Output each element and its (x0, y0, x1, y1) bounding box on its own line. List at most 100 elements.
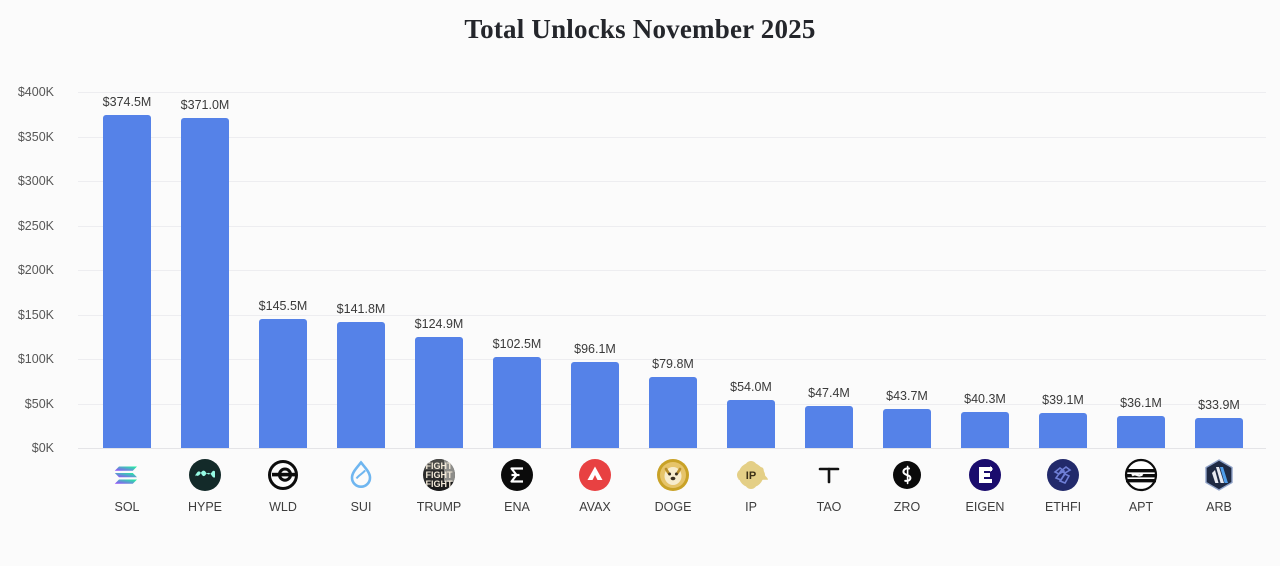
sui-icon (344, 458, 378, 492)
axis-category-label: AVAX (579, 500, 611, 514)
y-axis-tick-label: $400K (17, 85, 54, 99)
bar-value-label: $43.7M (886, 389, 928, 404)
bar-group[interactable]: $43.7M (878, 92, 936, 448)
bar-value-label: $145.5M (258, 298, 308, 313)
bar-group[interactable]: $33.9M (1190, 92, 1248, 448)
axis-category-trump[interactable]: FIGHT FIGHT FIGHT TRUMP (410, 450, 468, 514)
bar-group[interactable]: $96.1M (566, 92, 624, 448)
axis-category-ena[interactable]: ENA (488, 450, 546, 514)
axis-category-label: DOGE (654, 500, 692, 514)
svg-text:FIGHT: FIGHT (426, 479, 453, 489)
axis-category-sol[interactable]: SOL (98, 450, 156, 514)
y-axis-tick-label: $100K (17, 352, 54, 366)
bar[interactable] (1039, 413, 1087, 448)
y-axis-tick-label: $150K (17, 307, 54, 322)
bar-group[interactable]: $102.5M (488, 92, 546, 448)
axis-category-label: SOL (114, 500, 140, 514)
axis-category-zro[interactable]: ZRO (878, 450, 936, 514)
bar-value-label: $371.0M (180, 97, 230, 112)
solana-icon (110, 458, 144, 492)
bar[interactable] (883, 409, 931, 448)
bar-group[interactable]: $39.1M (1034, 92, 1092, 448)
trump-icon: FIGHT FIGHT FIGHT (422, 458, 456, 492)
arbitrum-icon (1202, 458, 1236, 492)
bar-group[interactable]: $47.4M (800, 92, 858, 448)
layerzero-icon (890, 458, 924, 492)
axis-category-sui[interactable]: SUI (332, 450, 390, 514)
gridline (78, 314, 1266, 316)
bar[interactable] (1117, 415, 1165, 448)
bar-value-label: $36.1M (1120, 395, 1162, 410)
bar[interactable] (727, 399, 775, 448)
bar-group[interactable]: $124.9M (410, 92, 468, 448)
bar-value-label: $33.9M (1198, 397, 1240, 412)
axis-category-tao[interactable]: TAO (800, 450, 858, 514)
bar[interactable] (1195, 417, 1243, 448)
axis-category-doge[interactable]: DOGE (644, 450, 702, 514)
axis-category-wld[interactable]: WLD (254, 450, 312, 514)
axis-category-label: TRUMP (416, 500, 462, 514)
svg-text:FIGHT: FIGHT (426, 470, 453, 480)
bar-group[interactable]: $145.5M (254, 92, 312, 448)
bar-value-label: $96.1M (574, 342, 616, 357)
axis-category-ethfi[interactable]: ETHFI (1034, 450, 1092, 514)
plot-area: $0K $50K $100K $150K $200K $250K $300K $350K $40… (18, 85, 1266, 455)
axis-category-avax[interactable]: AVAX (566, 450, 624, 514)
eigenlayer-icon (968, 458, 1002, 492)
aptos-icon (1124, 458, 1158, 492)
bar-group[interactable]: $141.8M (332, 92, 390, 448)
axis-category-label: TAO (816, 500, 842, 514)
axis-category-arb[interactable]: ARB (1190, 450, 1248, 514)
ethena-icon (500, 458, 534, 492)
bar[interactable] (571, 362, 619, 448)
bar-value-label: $79.8M (652, 356, 694, 371)
bar-group[interactable]: $40.3M (956, 92, 1014, 448)
y-axis-tick-label: $350K (17, 129, 54, 144)
svg-text:IP: IP (746, 470, 756, 482)
bar-group[interactable]: $371.0M (176, 92, 234, 448)
y-axis-tick-label: $300K (17, 174, 54, 188)
bar[interactable] (181, 117, 229, 448)
y-axis-tick-label: $250K (17, 218, 54, 233)
axis-category-label: IP (745, 500, 757, 514)
bar[interactable] (649, 376, 697, 448)
bar-value-label: $141.8M (336, 301, 386, 316)
axis-category-label: SUI (350, 500, 372, 514)
bar-value-label: $124.9M (414, 316, 464, 331)
gridline (78, 448, 1266, 449)
gridline (78, 181, 1266, 182)
axis-category-label: WLD (269, 500, 297, 514)
axis-category-label: ARB (1206, 500, 1232, 514)
bar[interactable] (337, 321, 385, 448)
bar[interactable] (415, 336, 463, 448)
axis-category-label: HYPE (187, 500, 223, 514)
axis-category-label: EIGEN (965, 500, 1005, 514)
bar-group[interactable]: $79.8M (644, 92, 702, 448)
gridline (78, 225, 1266, 227)
bar-group[interactable]: $54.0M (722, 92, 780, 448)
story-ip-icon: IP (734, 458, 768, 492)
bar[interactable] (103, 114, 151, 448)
bar[interactable] (493, 356, 541, 448)
bar-group[interactable]: $374.5M (98, 92, 156, 448)
bar-value-label: $39.1M (1042, 393, 1084, 408)
axis-category-hype[interactable]: HYPE (176, 450, 234, 514)
axis-category-apt[interactable]: APT (1112, 450, 1170, 514)
bar[interactable] (805, 405, 853, 448)
bar-group[interactable]: $36.1M (1112, 92, 1170, 448)
bar-value-label: $374.5M (102, 94, 152, 109)
dogecoin-icon (656, 458, 690, 492)
bar-value-label: $47.4M (808, 385, 850, 400)
axis-category-ip[interactable]: IP IP (722, 450, 780, 514)
bar[interactable] (961, 412, 1009, 448)
axis-category-eigen[interactable]: EIGEN (956, 450, 1014, 514)
y-axis-tick-label: $200K (17, 263, 54, 277)
bar[interactable] (259, 318, 307, 448)
bar-value-label: $40.3M (964, 392, 1006, 407)
gridline (78, 270, 1266, 271)
hyperliquid-icon (188, 458, 222, 492)
page-title: Total Unlocks November 2025 (464, 14, 816, 44)
bar-value-label: $102.5M (492, 336, 542, 351)
svg-text:FIGHT: FIGHT (426, 461, 453, 471)
bar-value-label: $54.0M (730, 379, 772, 394)
